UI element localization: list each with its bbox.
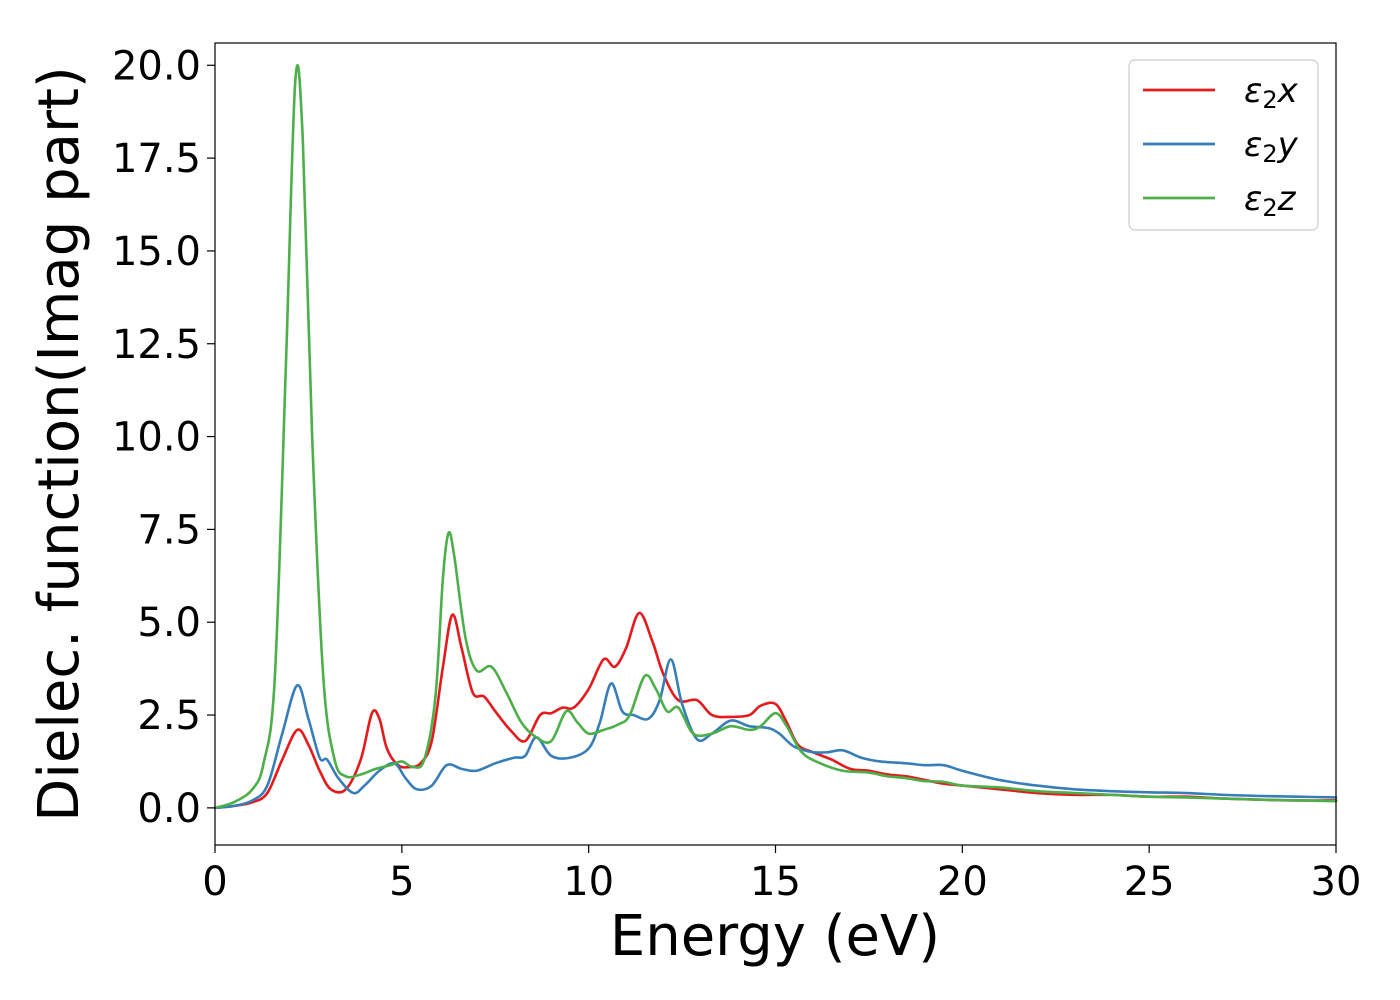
y-tick-label: 5.0 <box>137 600 201 646</box>
y-tick-label: 10.0 <box>112 415 201 461</box>
y-tick-label: 17.5 <box>112 136 201 182</box>
x-tick-label: 15 <box>750 859 801 905</box>
y-tick-label: 15.0 <box>112 229 201 275</box>
x-tick-label: 30 <box>1311 859 1362 905</box>
y-axis: 0.0 2.5 5.0 7.5 10.0 12.5 15.0 17.5 20.0 <box>112 43 215 832</box>
legend-entries: ε2x ε2y ε2z <box>1143 71 1299 222</box>
y-tick-label: 7.5 <box>137 507 201 553</box>
x-tick-label: 20 <box>937 859 988 905</box>
x-axis-label: Energy (eV) <box>610 904 940 969</box>
series-line-x <box>213 611 1338 810</box>
y-tick-label: 12.5 <box>112 322 201 368</box>
legend-label-y: ε2y <box>1244 125 1299 168</box>
x-tick-label: 25 <box>1124 859 1175 905</box>
legend-box <box>1128 59 1319 231</box>
x-tick-label: 5 <box>389 859 414 905</box>
legend-label-x: ε2x <box>1244 71 1299 114</box>
x-axis: 0 5 10 15 20 25 30 <box>202 845 1361 905</box>
series-layer <box>213 64 1338 810</box>
y-tick-label: 2.5 <box>137 693 201 739</box>
y-tick-label: 20.0 <box>112 43 201 89</box>
series-line-z <box>213 64 1338 810</box>
x-tick-label: 10 <box>563 859 614 905</box>
legend-label-z: ε2z <box>1244 179 1297 222</box>
y-axis-label: Dielec. function(Imag part) <box>27 66 92 822</box>
legend: ε2x ε2y ε2z <box>1128 59 1319 231</box>
y-tick-label: 0.0 <box>137 786 201 832</box>
x-tick-label: 0 <box>202 859 227 905</box>
series-line-y <box>213 658 1338 810</box>
